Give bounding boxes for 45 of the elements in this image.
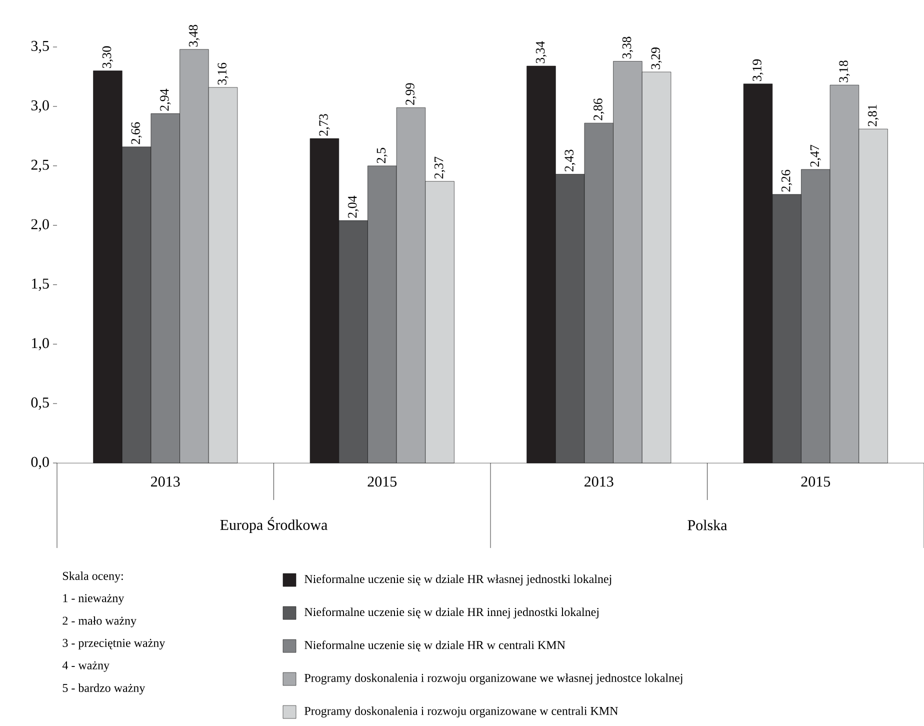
y-tick-label: 0,5 [31, 397, 49, 410]
data-label: 3,34 [536, 41, 547, 64]
data-label: 3,30 [102, 46, 114, 68]
text: Europa Środkowa [220, 516, 328, 534]
data-label: 2,43 [564, 150, 576, 172]
x-tick-label: 2015 [368, 476, 397, 487]
data-label: 3,38 [622, 36, 634, 58]
text: Polska [688, 520, 728, 530]
data-label: 2,47 [810, 144, 821, 167]
y-tick-label: 2,5 [31, 160, 49, 172]
data-label: 2,04 [348, 196, 359, 218]
x-tick-label: 2013 [584, 476, 614, 487]
data-label: 2,5 [376, 148, 388, 164]
data-label: 2,37 [434, 156, 446, 179]
text: 2 - mało ważny [62, 616, 136, 628]
legend-label: Programy doskonalenia i rozwoju organizowane w centrali KMN [304, 706, 618, 718]
y-tick-label: 1,5 [32, 278, 49, 291]
y-tick-label: 2,0 [31, 219, 49, 232]
y-tick-label: 3,0 [31, 100, 49, 113]
data-label: 3,18 [839, 60, 850, 82]
legend-label: Nieformalne uczenie się w dziale HR w centrali KMN [304, 640, 566, 652]
text: 3 - przeciętnie ważny [62, 638, 166, 650]
data-label: 2,81 [868, 104, 879, 126]
legend-label: Nieformalne uczenie się w dziale HR własnej jednostki lokalnej [304, 574, 612, 586]
legend-label: Nieformalne uczenie się w dziale HR innej jednostki lokalnej [304, 607, 598, 619]
data-label: 2,66 [131, 122, 142, 144]
data-label: 2,73 [319, 114, 330, 136]
y-tick-label: 3,5 [31, 40, 49, 54]
data-label: 3,48 [188, 24, 200, 47]
text: 1 - nieważny [63, 594, 124, 605]
legend-label: Programy doskonalenia i rozwoju organizowane we własnej jednostce lokalnej [304, 674, 682, 684]
x-tick-label: 2015 [801, 476, 830, 487]
text: 4 - ważny [62, 661, 110, 672]
data-label: 2,99 [406, 83, 416, 105]
data-label: 3,19 [752, 59, 764, 82]
y-tick-label: 0,0 [31, 456, 49, 470]
y-tick-label: 1,0 [32, 338, 49, 350]
data-label: 2,26 [781, 170, 792, 192]
x-tick-label: 2013 [151, 476, 180, 487]
text: 5 - bardzo ważny [62, 684, 146, 694]
text: Skala oceny: [63, 572, 123, 582]
data-label: 3,29 [651, 48, 662, 70]
data-label: 2,86 [594, 98, 604, 120]
data-label: 2,94 [160, 88, 171, 111]
data-label: 3,16 [218, 62, 228, 85]
